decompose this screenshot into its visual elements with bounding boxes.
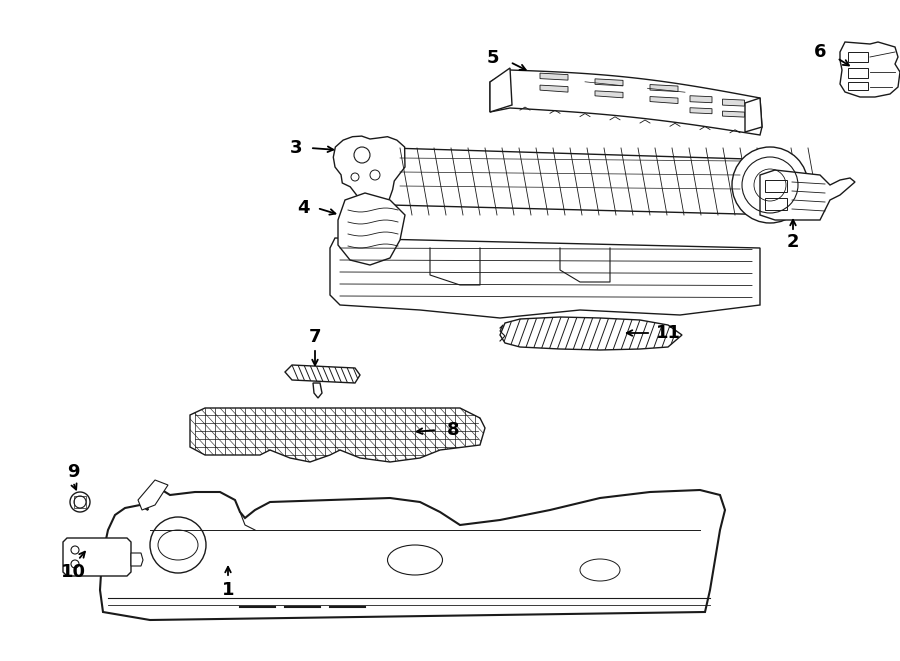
Text: 7: 7 [309, 328, 321, 346]
Text: 11: 11 [655, 324, 680, 342]
Bar [765, 198, 787, 210]
Text: 1: 1 [221, 581, 234, 599]
Text: 2: 2 [787, 233, 799, 251]
Text: 4: 4 [297, 199, 310, 217]
Polygon shape [760, 170, 855, 220]
Polygon shape [723, 111, 744, 117]
Text: 5: 5 [487, 49, 500, 67]
Polygon shape [650, 97, 678, 104]
Bar [848, 52, 868, 62]
Circle shape [732, 147, 808, 223]
Polygon shape [723, 99, 744, 106]
Polygon shape [138, 480, 168, 510]
Text: 6: 6 [814, 43, 826, 61]
Polygon shape [63, 538, 131, 576]
Polygon shape [650, 85, 678, 92]
Bar [765, 180, 787, 192]
Text: 3: 3 [290, 139, 302, 157]
Polygon shape [333, 136, 405, 208]
Polygon shape [370, 148, 790, 215]
Polygon shape [540, 85, 568, 92]
Polygon shape [313, 383, 322, 398]
Bar [848, 82, 868, 90]
Polygon shape [540, 73, 568, 80]
Polygon shape [595, 91, 623, 98]
Polygon shape [190, 408, 485, 462]
Polygon shape [285, 365, 360, 383]
Polygon shape [100, 488, 725, 620]
Circle shape [150, 517, 206, 573]
Polygon shape [840, 42, 900, 97]
Polygon shape [131, 553, 143, 566]
Polygon shape [745, 98, 762, 132]
Polygon shape [490, 68, 512, 112]
Polygon shape [595, 79, 623, 86]
Bar [848, 68, 868, 78]
Polygon shape [338, 193, 405, 265]
Text: 8: 8 [446, 421, 459, 439]
Bar [74, 496, 86, 508]
Text: 10: 10 [60, 563, 86, 581]
Text: 9: 9 [67, 463, 79, 481]
Polygon shape [690, 108, 712, 114]
Polygon shape [500, 317, 682, 350]
Polygon shape [690, 96, 712, 102]
Polygon shape [330, 238, 760, 318]
Polygon shape [490, 70, 762, 135]
Circle shape [70, 492, 90, 512]
